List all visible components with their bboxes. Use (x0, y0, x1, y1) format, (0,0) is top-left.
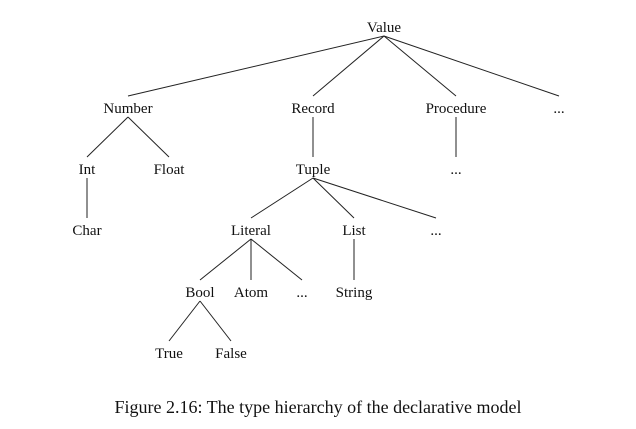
node-atom: Atom (234, 285, 269, 301)
node-true: True (155, 346, 183, 362)
node-float: Float (154, 162, 186, 178)
edge-value-to-value-more (383, 35, 560, 97)
edge-value-to-procedure (383, 35, 457, 97)
node-false: False (215, 346, 247, 362)
node-tuple: Tuple (296, 162, 331, 178)
node-literal: Literal (231, 223, 271, 239)
node-procedure: Procedure (426, 101, 487, 117)
edge-bool-to-false (199, 300, 232, 342)
node-bool: Bool (185, 285, 214, 301)
node-procedure-more: ... (450, 162, 461, 178)
node-literal-more: ... (296, 285, 307, 301)
edge-value-to-number (127, 35, 385, 97)
node-number: Number (103, 101, 152, 117)
node-value-more: ... (553, 101, 564, 117)
edge-number-to-float (127, 116, 170, 158)
node-record: Record (291, 101, 335, 117)
edge-bool-to-true (168, 300, 201, 342)
node-value: Value (367, 20, 401, 36)
edge-number-to-int (86, 116, 129, 158)
node-string: String (336, 285, 373, 301)
node-int: Int (79, 162, 96, 178)
node-list: List (342, 223, 366, 239)
tree-edges (86, 35, 560, 342)
edge-literal-to-literal-more (250, 238, 303, 281)
node-char: Char (72, 223, 101, 239)
edge-value-to-record (312, 35, 385, 97)
tree-nodes: Value Number Record Procedure ... Int Float Tup… (72, 20, 564, 362)
edge-literal-to-bool (199, 238, 252, 281)
edge-tuple-to-tuple-more (312, 177, 437, 219)
figure-caption: Figure 2.16: The type hierarchy of the d… (114, 397, 521, 417)
edge-tuple-to-list (312, 177, 355, 219)
node-tuple-more: ... (430, 223, 441, 239)
edge-tuple-to-literal (250, 177, 314, 219)
